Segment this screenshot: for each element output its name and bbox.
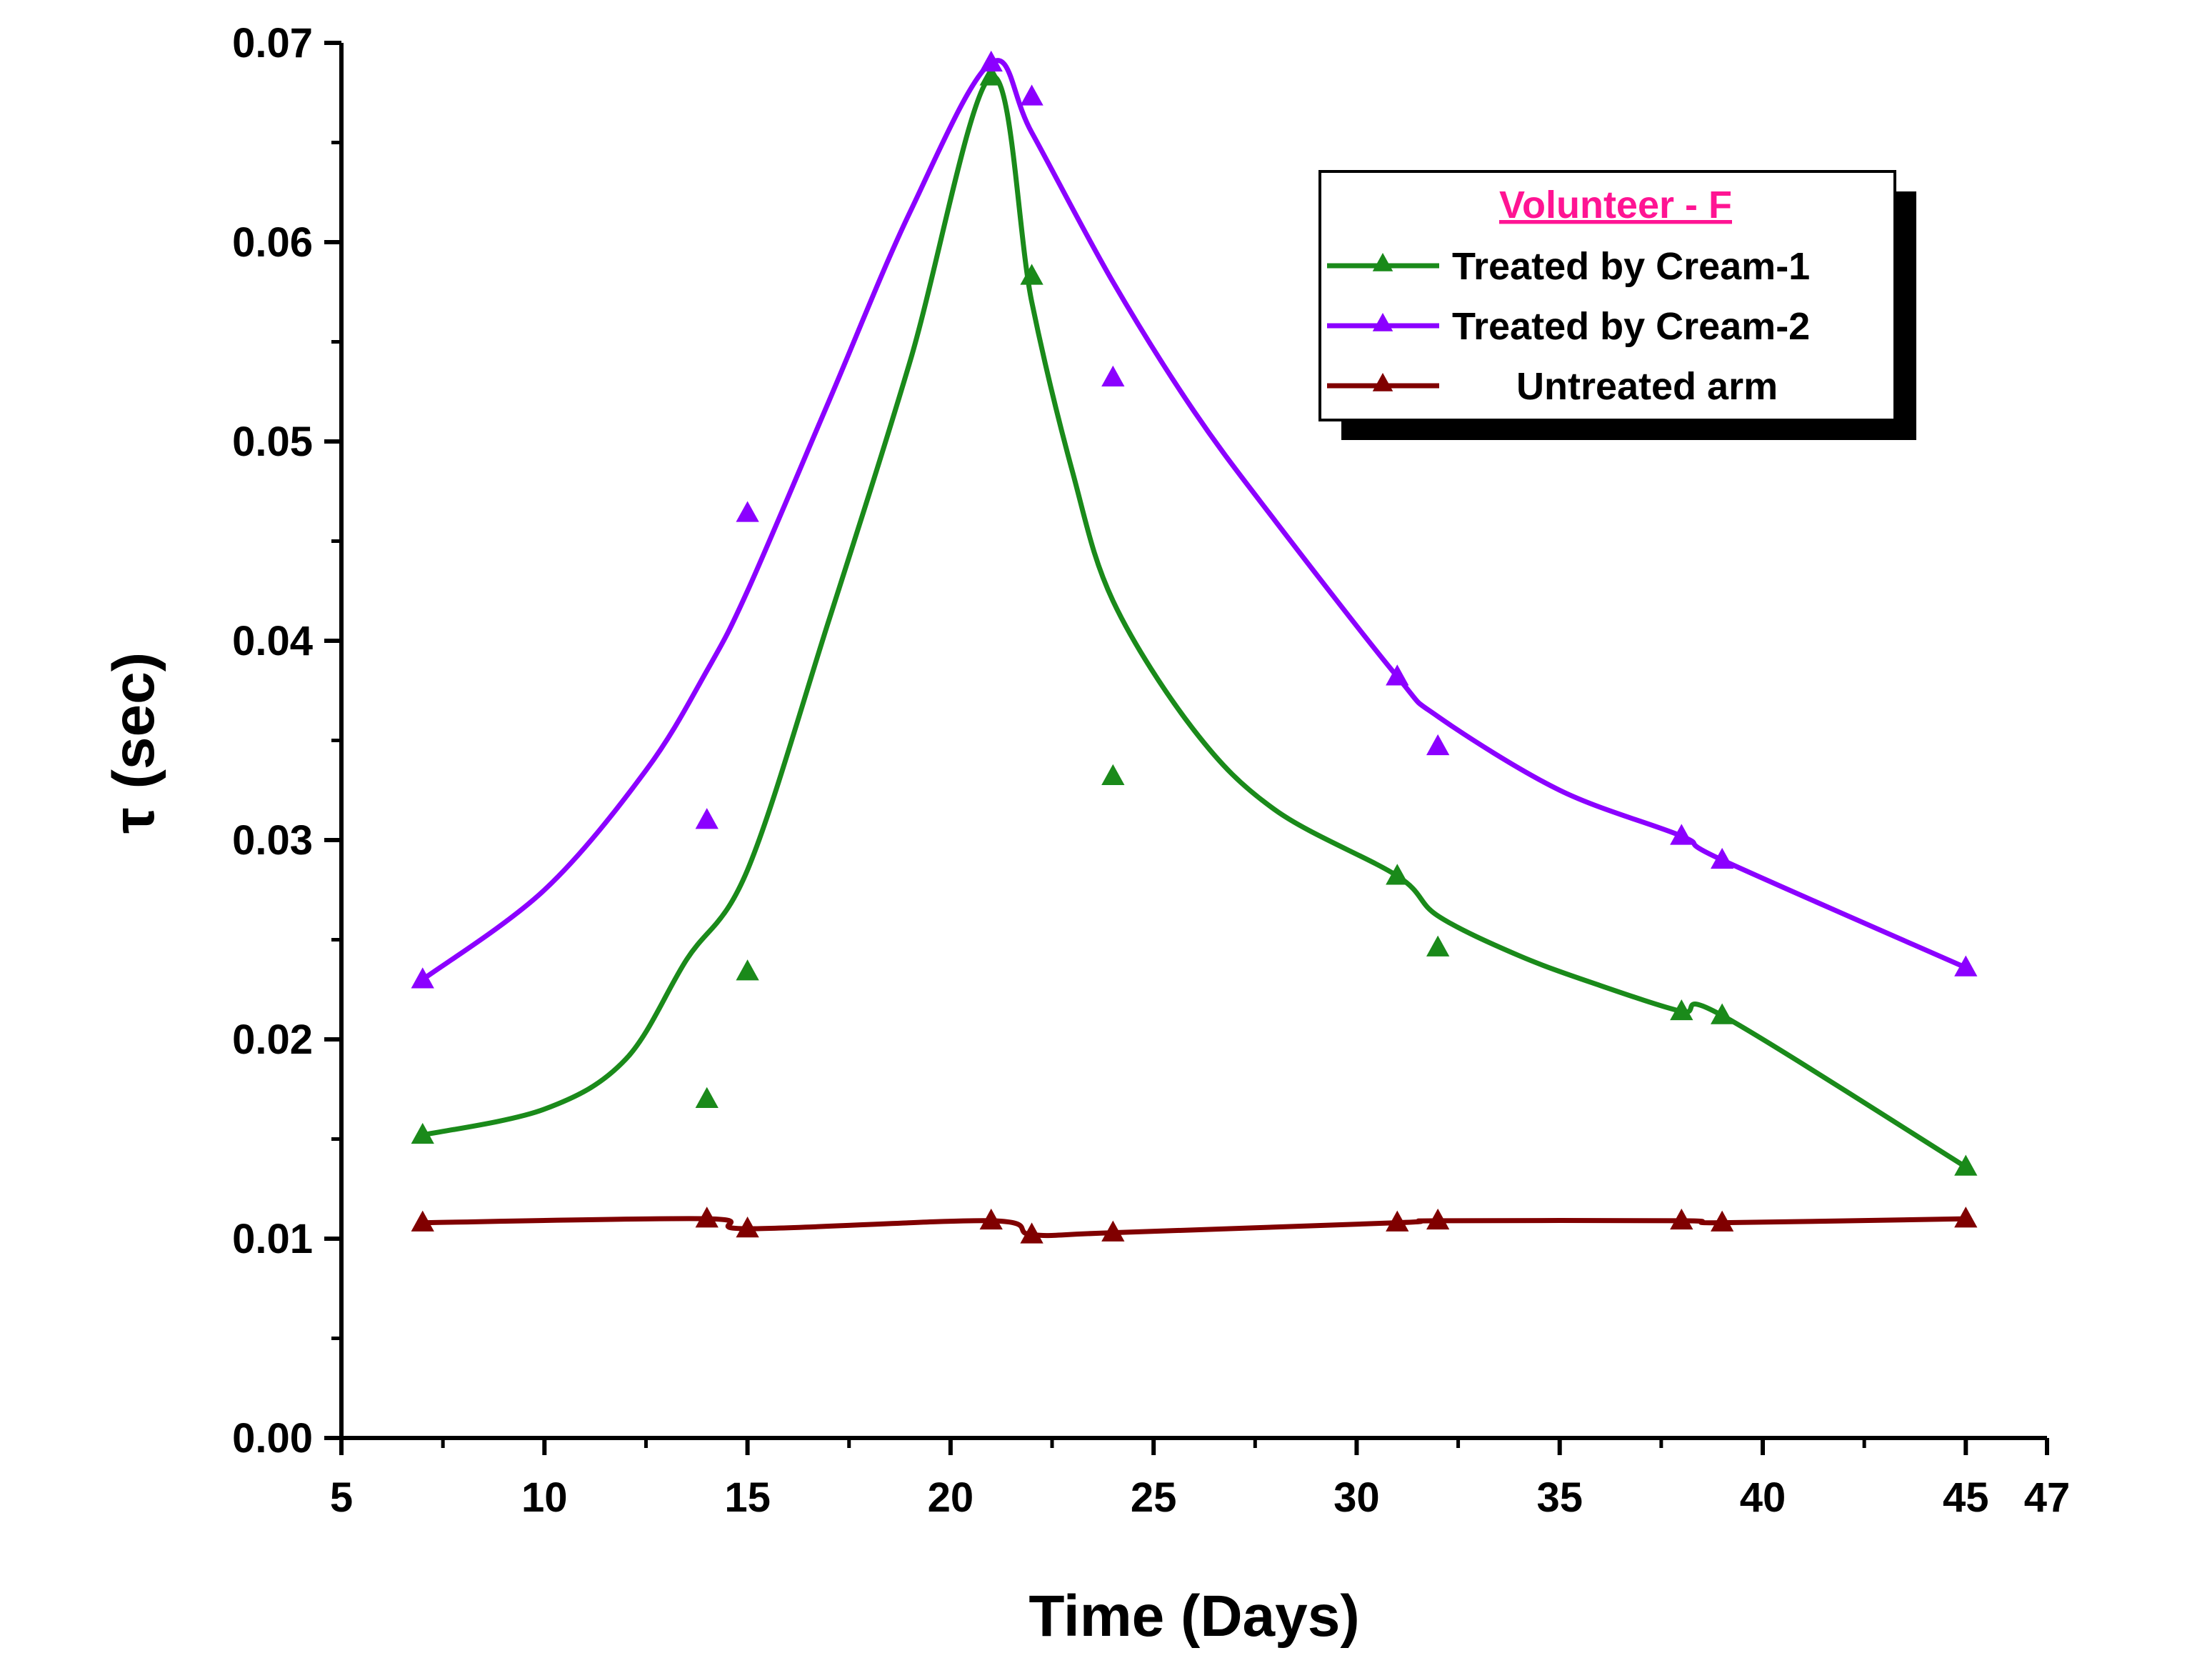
series-untreated-arm: [411, 1207, 1978, 1244]
data-point: [1386, 664, 1409, 686]
svg-text:τ(sec): τ (sec): [101, 652, 166, 834]
data-point: [695, 1207, 719, 1228]
legend-label: Treated by Cream-1: [1452, 245, 1810, 288]
data-point: [1386, 864, 1409, 885]
data-point: [1101, 1220, 1125, 1242]
data-point: [695, 1087, 719, 1108]
x-axis-title: Time (Days): [1029, 1584, 1359, 1649]
data-point: [411, 1210, 434, 1232]
data-point: [1020, 84, 1044, 106]
series-line: [421, 58, 1967, 982]
y-axis-title-text: (sec): [101, 652, 166, 789]
series-treated-by-cream-2: [411, 50, 1978, 989]
x-tick-label: 10: [521, 1474, 568, 1521]
data-point: [979, 1208, 1003, 1230]
x-tick-label: 15: [724, 1474, 771, 1521]
data-point: [1954, 1154, 1978, 1176]
data-point: [1670, 824, 1693, 845]
y-tick-label: 0.00: [232, 1415, 313, 1462]
data-point: [1670, 1208, 1693, 1230]
data-point: [1101, 764, 1125, 785]
legend-title: Volunteer - F: [1499, 184, 1732, 226]
plot-series: [411, 50, 1978, 1244]
data-point: [695, 808, 719, 829]
data-point: [1954, 955, 1978, 977]
legend-entries: Treated by Cream-1 Treated by Cream-2 Untr…: [1327, 245, 1810, 408]
series-line: [422, 1216, 1966, 1239]
y-tick-label: 0.04: [232, 618, 313, 664]
data-point: [736, 501, 759, 522]
y-tick-label: 0.07: [232, 20, 313, 66]
y-tick-label: 0.03: [232, 817, 313, 864]
data-point: [1710, 847, 1734, 869]
y-tick-label: 0.06: [232, 219, 313, 266]
data-point: [411, 1122, 434, 1144]
legend-entry: Untreated arm: [1327, 365, 1778, 408]
data-point: [736, 1217, 759, 1238]
data-point: [1670, 999, 1693, 1021]
series-line: [421, 74, 1968, 1169]
data-point: [1426, 935, 1450, 957]
data-point: [1386, 1210, 1409, 1232]
data-point: [1710, 1003, 1734, 1024]
legend-entry: Treated by Cream-2: [1327, 305, 1810, 348]
y-axis-title-symbol: τ: [101, 807, 166, 834]
y-tick-label: 0.02: [232, 1017, 313, 1063]
legend-entry: Treated by Cream-1: [1327, 245, 1810, 288]
legend-swatch-marker: [1372, 313, 1393, 331]
x-tick-label: 5: [330, 1474, 353, 1521]
data-point: [1020, 1222, 1044, 1244]
legend-box: [1318, 170, 1896, 421]
legend-label: Untreated arm: [1516, 365, 1778, 408]
data-point: [1101, 365, 1125, 386]
data-point: [736, 959, 759, 981]
y-tick-label: 0.05: [232, 419, 313, 465]
series-treated-by-cream-1: [411, 64, 1978, 1176]
legend-swatch-marker: [1372, 253, 1393, 271]
data-point: [979, 50, 1003, 72]
x-tick-label: 45: [1943, 1474, 1989, 1521]
x-tick-label: 20: [928, 1474, 974, 1521]
x-tick-label: 40: [1740, 1474, 1786, 1521]
data-point: [411, 967, 434, 989]
data-point: [1426, 734, 1450, 756]
data-point: [979, 64, 1003, 86]
data-point: [1426, 1208, 1450, 1230]
axes: 0.00 0.01 0.02 0.03 0.04 0.05 0.06 0.07 5 10 15 20 2…: [232, 20, 2070, 1521]
legend: Volunteer - F Treated by Cream-1Treated …: [1318, 170, 1916, 440]
data-point: [1710, 1210, 1734, 1232]
data-point: [1954, 1207, 1978, 1228]
y-tick-label: 0.01: [232, 1216, 313, 1262]
legend-label: Treated by Cream-2: [1452, 305, 1810, 348]
legend-swatch-marker: [1372, 373, 1393, 391]
x-tick-label: 25: [1131, 1474, 1177, 1521]
x-tick-label: 30: [1333, 1474, 1380, 1521]
data-point: [1020, 264, 1044, 285]
y-axis-title: τ (sec): [101, 652, 166, 834]
x-tick-label: 47: [2024, 1474, 2071, 1521]
x-tick-label: 35: [1536, 1474, 1583, 1521]
